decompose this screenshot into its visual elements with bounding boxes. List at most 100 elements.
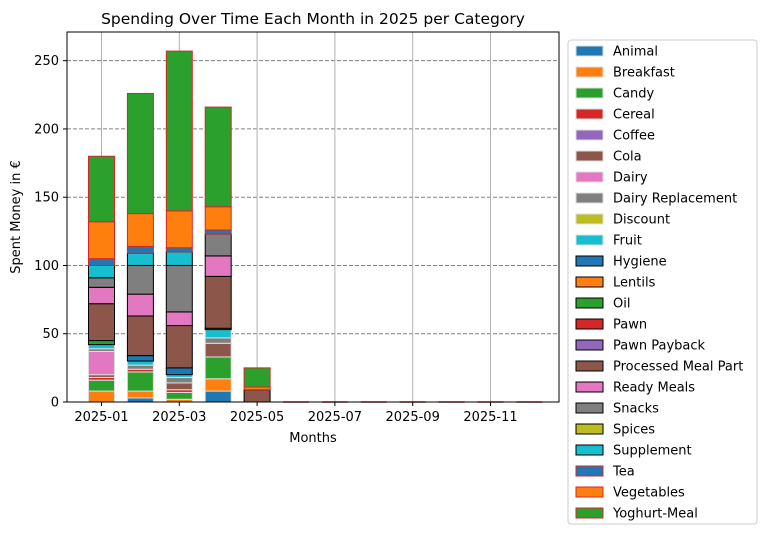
bar-segment-supplement	[165, 251, 193, 266]
bar-segment-tea	[165, 247, 193, 253]
bar-segment-cola	[204, 342, 232, 358]
bar-segment-vegetables	[88, 221, 115, 260]
legend-label-spices: Spices	[613, 423, 655, 438]
bar-segment-fruit	[88, 344, 115, 350]
legend-swatch-breakfast	[575, 66, 604, 78]
bar-segment-yoghurt-meal	[243, 367, 271, 388]
bar-segment-supplement	[88, 264, 115, 279]
y-tick-label: 200	[34, 122, 59, 137]
legend-label-discount: Discount	[613, 213, 670, 228]
bar-segment-vegetables	[126, 213, 154, 247]
bars	[88, 50, 543, 403]
legend-swatch-cola	[575, 150, 604, 162]
legend-swatch-yoghurt-meal	[575, 507, 604, 519]
legend-label-ready-meals: Ready Meals	[613, 381, 695, 396]
legend-swatch-oil	[575, 297, 604, 309]
bar-segment-candy	[204, 356, 232, 380]
bar-segment-hygiene	[165, 367, 193, 376]
legend-label-pawn-payback: Pawn Payback	[613, 339, 706, 354]
bar-segment-tea	[88, 258, 115, 266]
bar-segment-dairy-replacement	[165, 376, 193, 384]
bar-segment-ready-meals	[88, 286, 115, 305]
legend: Animal Breakfast Candy Cereal Coffee Cola Dair…	[567, 39, 758, 525]
bar-segment-oil	[88, 340, 115, 346]
bar-segment-dairy-replacement	[204, 337, 232, 344]
y-tick-label: 100	[34, 259, 59, 274]
bar-segment-candy	[88, 379, 115, 392]
bar-segment-processed-meal-part	[126, 315, 154, 357]
legend-label-hygiene: Hygiene	[613, 255, 667, 270]
legend-label-tea: Tea	[612, 465, 635, 480]
y-tick-label: 150	[34, 191, 59, 206]
y-tick-label: 0	[51, 396, 59, 411]
bar-segment-breakfast	[204, 378, 232, 392]
bar-segment-snacks	[126, 264, 154, 295]
bar-segment-processed-meal-part	[243, 389, 271, 403]
legend-swatch-hygiene	[575, 255, 604, 267]
bar-segment-candy	[165, 391, 193, 400]
bar-segment-animal	[126, 397, 154, 403]
legend-label-dairy-replacement: Dairy Replacement	[613, 192, 737, 207]
legend-label-cereal: Cereal	[613, 108, 655, 123]
chart-title: Spending Over Time Each Month in 2025 pe…	[101, 10, 525, 28]
bar-segment-fruit	[126, 360, 154, 366]
y-tick-label: 250	[34, 54, 59, 69]
legend-swatch-snacks	[575, 402, 604, 414]
legend-label-coffee: Coffee	[613, 129, 655, 144]
bar-segment-breakfast	[88, 390, 115, 403]
y-tick-label: 50	[42, 327, 59, 342]
bar-segment-snacks	[204, 233, 232, 257]
legend-swatch-lentils	[575, 276, 604, 288]
legend-label-cola: Cola	[613, 150, 642, 165]
legend-label-processed-meal-part: Processed Meal Part	[613, 360, 743, 375]
legend-swatch-fruit	[575, 234, 604, 246]
legend-label-breakfast: Breakfast	[613, 66, 675, 81]
legend-swatch-processed-meal-part	[575, 360, 604, 372]
bar-segment-yoghurt-meal	[165, 50, 193, 212]
legend-label-candy: Candy	[613, 87, 655, 102]
bar-segment-ready-meals	[204, 255, 232, 277]
legend-swatch-ready-meals	[575, 381, 604, 393]
legend-swatch-tea	[575, 465, 604, 477]
bar-segment-supplement	[126, 252, 154, 266]
bar-segment-tea	[204, 229, 232, 235]
bar-segment-processed-meal-part	[204, 275, 232, 329]
legend-label-fruit: Fruit	[613, 234, 642, 249]
legend-label-dairy: Dairy	[613, 171, 648, 186]
x-axis-label: Months	[289, 431, 337, 446]
bar-segment-animal	[204, 390, 232, 403]
legend-swatch-coffee	[575, 129, 604, 141]
legend-swatch-spices	[575, 423, 604, 435]
bar-segment-processed-meal-part	[88, 303, 115, 342]
legend-label-vegetables: Vegetables	[613, 486, 685, 501]
legend-swatch-supplement	[575, 444, 604, 456]
y-axis: 0 50 100 150 200 250	[34, 54, 67, 411]
x-tick-label: 2025-01	[74, 410, 128, 425]
legend-swatch-dairy	[575, 171, 604, 183]
legend-label-animal: Animal	[613, 45, 658, 60]
legend-label-snacks: Snacks	[613, 402, 659, 417]
legend-swatch-discount	[575, 213, 604, 225]
bar-segment-ready-meals	[126, 293, 154, 317]
legend-swatch-candy	[575, 87, 604, 99]
x-tick-label: 2025-03	[152, 410, 206, 425]
legend-swatch-animal	[575, 45, 604, 57]
bar-segment-ready-meals	[165, 311, 193, 327]
legend-swatch-vegetables	[575, 486, 604, 498]
x-tick-label: 2025-07	[308, 410, 362, 425]
bar-segment-breakfast	[126, 390, 154, 399]
legend-label-lentils: Lentils	[613, 276, 656, 291]
legend-swatch-cereal	[575, 108, 604, 120]
legend-swatch-pawn	[575, 318, 604, 330]
legend-label-supplement: Supplement	[613, 444, 692, 459]
bar-segment-yoghurt-meal	[204, 106, 232, 208]
bar-segment-vegetables	[165, 210, 193, 249]
bar-segment-candy	[126, 371, 154, 392]
bar-segment-snacks	[88, 277, 115, 288]
bar-segment-cola	[165, 382, 193, 391]
legend-swatch-pawn-payback	[575, 339, 604, 351]
bar-segment-vegetables	[204, 206, 232, 231]
plot-area-frame	[66, 31, 560, 403]
bar-segment-processed-meal-part	[165, 325, 193, 369]
bar-segment-hygiene	[126, 355, 154, 362]
